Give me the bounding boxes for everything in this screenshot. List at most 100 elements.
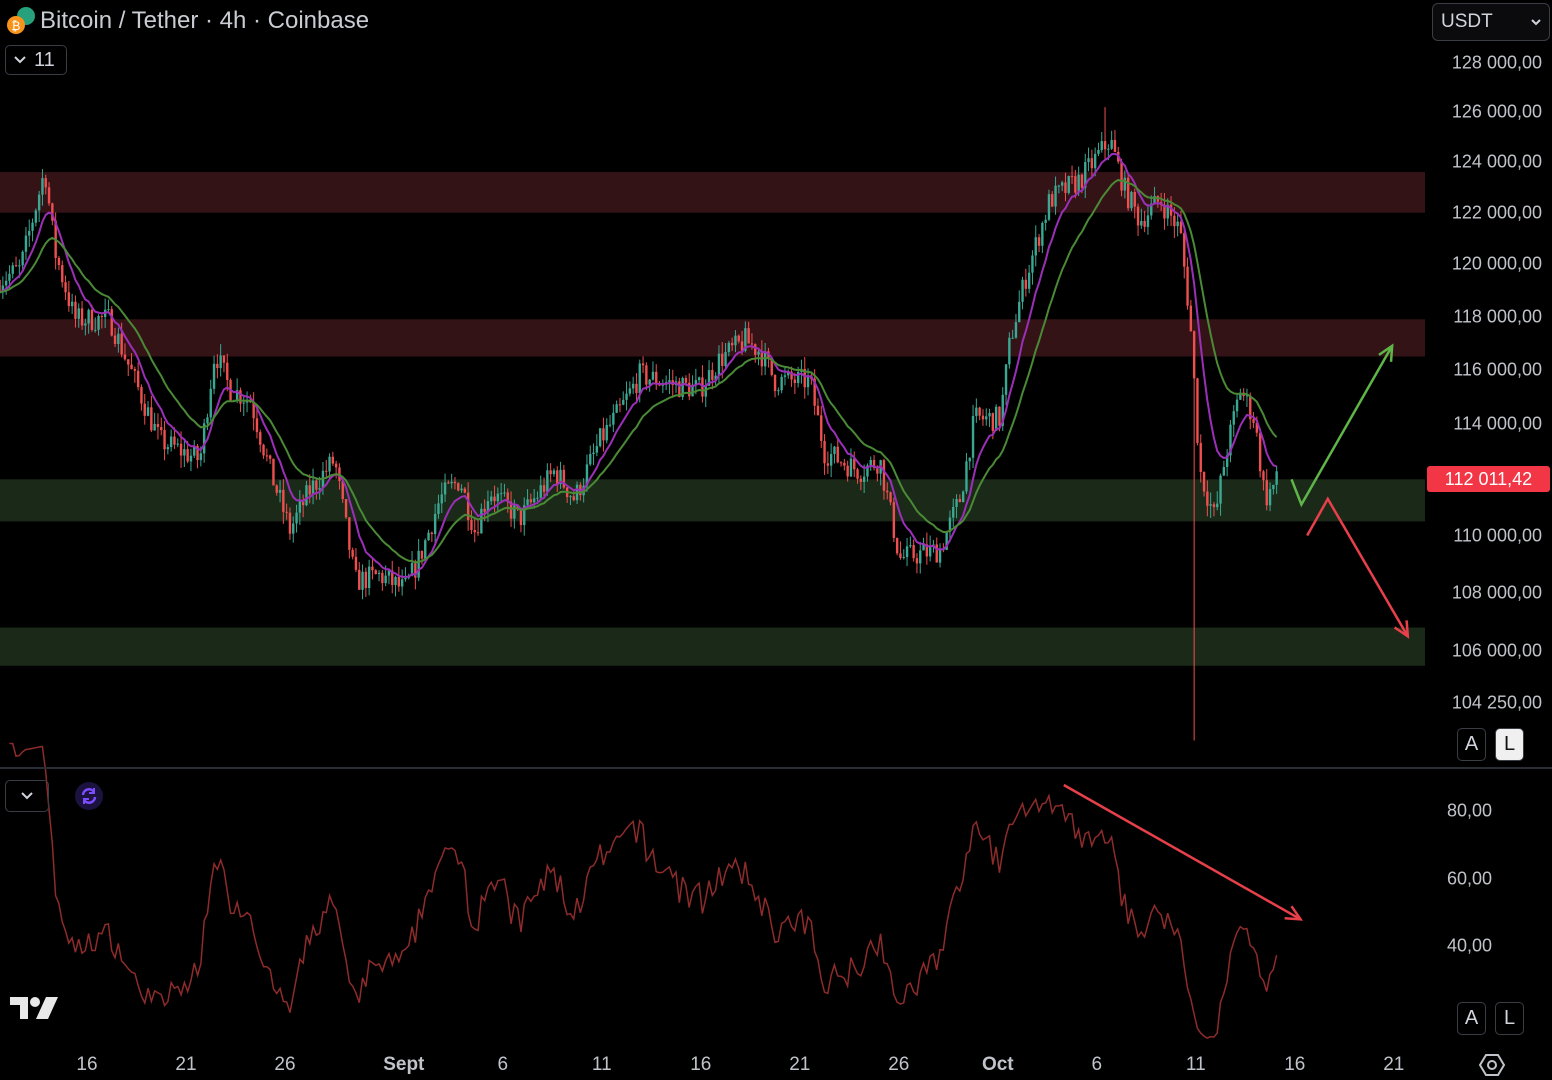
- candle-body: [889, 492, 892, 503]
- candle-body: [1189, 305, 1193, 332]
- candle-body: [328, 456, 331, 472]
- candle-body: [542, 485, 546, 492]
- candle-body: [183, 449, 186, 456]
- candle-body: [341, 481, 344, 500]
- candle-body: [450, 481, 453, 484]
- rsi-log-scale-button[interactable]: L: [1495, 1002, 1524, 1035]
- candle-body: [846, 465, 849, 477]
- candle-body: [813, 378, 816, 406]
- candle-body: [1252, 419, 1255, 423]
- candle-body: [1232, 411, 1235, 425]
- candle-body: [136, 370, 140, 388]
- sync-icon[interactable]: [75, 782, 103, 810]
- candle-body: [998, 406, 1001, 426]
- candle-body: [414, 562, 417, 578]
- symbol-title[interactable]: Bitcoin / Tether · 4h · Coinbase: [40, 7, 370, 34]
- candle-body: [255, 418, 259, 433]
- candle-body: [427, 532, 430, 541]
- tradingview-logo[interactable]: [8, 995, 60, 1023]
- candle-body: [361, 571, 364, 590]
- pane-collapse-button[interactable]: [5, 780, 49, 812]
- trend-arrow: [1306, 496, 1409, 637]
- candle-body: [697, 377, 701, 381]
- candle-body: [348, 517, 351, 550]
- time-tick-label: 11: [1185, 1054, 1206, 1075]
- candle-body: [549, 470, 552, 475]
- candle-body: [1064, 182, 1067, 193]
- candle-body: [24, 235, 28, 252]
- drawings-layer: [1063, 343, 1410, 921]
- auto-scale-button[interactable]: A: [1457, 728, 1486, 761]
- trend-arrow: [1063, 783, 1302, 921]
- price-tick-label: 116 000,00: [1453, 359, 1542, 380]
- candle-body: [859, 478, 863, 482]
- candle-body: [655, 371, 658, 385]
- arrow-head: [1378, 343, 1394, 362]
- candle-body: [1074, 176, 1077, 193]
- rsi-auto-scale-button[interactable]: A: [1457, 1002, 1486, 1035]
- current-price-label: 112 011,42: [1427, 466, 1550, 493]
- candle-body: [14, 265, 18, 267]
- moving-averages-layer: [0, 152, 1278, 578]
- candle-body: [688, 382, 691, 397]
- time-tick-label: 16: [76, 1054, 98, 1075]
- candle-body: [605, 425, 608, 441]
- candle-body: [447, 482, 450, 484]
- candle-body: [836, 446, 839, 463]
- pane-separator[interactable]: [0, 767, 1552, 769]
- candle-body: [1146, 215, 1150, 227]
- candle-body: [166, 447, 170, 450]
- candle-body: [1163, 204, 1166, 219]
- candle-body: [417, 550, 420, 578]
- candle-body: [457, 483, 460, 491]
- candle-body: [173, 436, 176, 445]
- candle-body: [308, 485, 311, 495]
- candle-body: [648, 379, 651, 385]
- candle-body: [140, 387, 143, 404]
- svg-text:₿: ₿: [12, 19, 21, 33]
- candle-body: [523, 505, 526, 526]
- rsi-tick-label: 40,00: [1446, 935, 1492, 956]
- candle-body: [631, 383, 635, 389]
- candle-body: [988, 413, 991, 417]
- candle-body: [90, 309, 94, 330]
- legend-toggle-button[interactable]: 11: [5, 45, 67, 75]
- candle-body: [1169, 204, 1173, 216]
- candle-body: [612, 412, 615, 425]
- candle-body: [1077, 174, 1080, 193]
- candle-body: [288, 512, 292, 534]
- candle-body: [645, 365, 648, 385]
- candle-body: [1037, 237, 1041, 246]
- candle-body: [572, 496, 575, 501]
- time-tick-label: 21: [1383, 1054, 1405, 1075]
- candle-body: [212, 363, 216, 389]
- candle-body: [493, 496, 496, 502]
- candle-body: [133, 369, 137, 371]
- candle-body: [47, 187, 51, 204]
- candle-body: [1027, 272, 1031, 289]
- candle-body: [199, 453, 203, 461]
- candle-body: [298, 500, 302, 513]
- candle-body: [1143, 220, 1146, 227]
- candle-body: [1008, 337, 1011, 365]
- time-tick-label: Sept: [383, 1054, 425, 1075]
- candle-body: [767, 351, 770, 360]
- candle-body: [1150, 203, 1153, 216]
- candle-body: [400, 579, 404, 587]
- candle-body: [1004, 364, 1008, 395]
- settings-icon[interactable]: [1478, 1051, 1506, 1079]
- candle-body: [1047, 194, 1051, 220]
- candle-body: [160, 427, 163, 431]
- log-scale-button[interactable]: L: [1495, 728, 1524, 761]
- candle-body: [470, 519, 473, 531]
- currency-select[interactable]: USDT: [1432, 3, 1550, 41]
- candle-body: [453, 481, 457, 484]
- candle-body: [110, 309, 113, 336]
- candle-body: [186, 449, 189, 462]
- candle-body: [486, 501, 490, 512]
- candle-body: [823, 440, 826, 464]
- time-tick-label: 11: [591, 1054, 612, 1075]
- candle-body: [193, 446, 196, 456]
- candle-body: [628, 388, 632, 394]
